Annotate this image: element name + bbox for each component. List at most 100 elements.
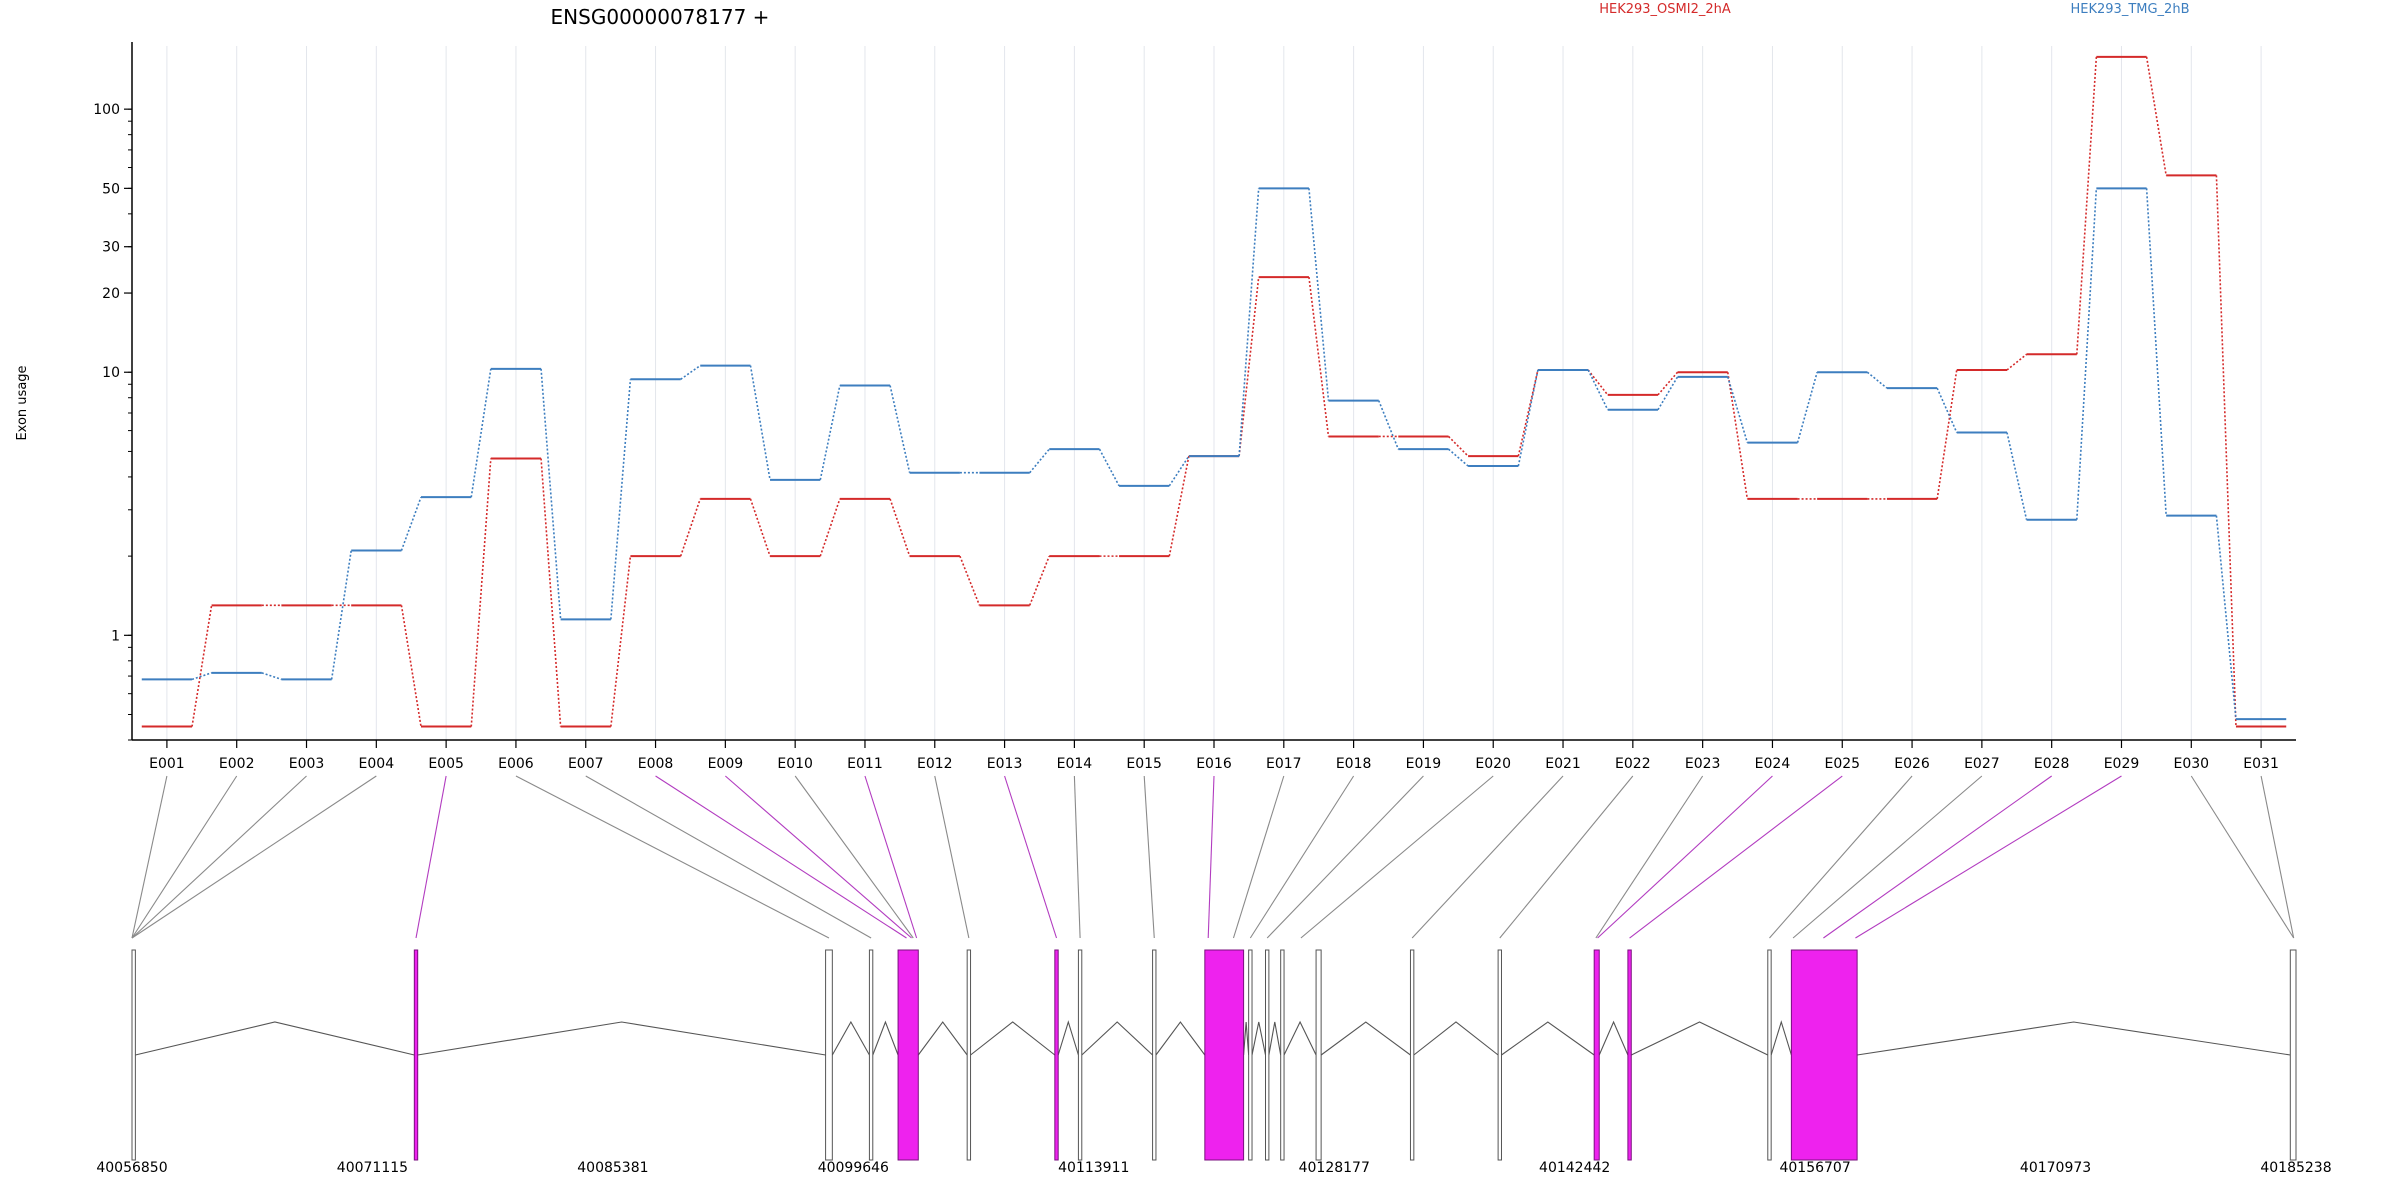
series-1-transition	[400, 605, 422, 727]
series-2-transition	[191, 672, 212, 681]
series-2-transition	[330, 550, 352, 680]
x-tick-label: E027	[1964, 756, 2000, 772]
gene-model	[131, 949, 2297, 1161]
exon-box	[1790, 949, 1858, 1161]
series-1-transition	[1726, 372, 1749, 500]
series-1-transition	[540, 458, 562, 727]
y-tick-label: 100	[93, 102, 120, 118]
exon-box	[966, 949, 972, 1161]
series-2-transition	[1098, 448, 1120, 487]
exon-box	[1248, 949, 1253, 1161]
x-tick-label: E015	[1126, 756, 1162, 772]
exon-box	[1280, 949, 1285, 1161]
series-2	[141, 187, 2287, 721]
y-tick-label: 1	[111, 628, 120, 644]
exon-box	[868, 949, 874, 1161]
series-1-transition	[959, 555, 981, 606]
exon-box	[1204, 949, 1245, 1161]
bin-connector	[655, 775, 907, 939]
bin-connector	[1073, 775, 1081, 939]
chart-title: ENSG00000078177 +	[551, 5, 770, 29]
series-lines	[141, 55, 2287, 728]
series-1-transition	[889, 498, 911, 557]
intron	[1057, 1020, 1079, 1056]
y-axis: 1 10 20 30 50 100	[93, 42, 133, 741]
series-1-transition	[2215, 175, 2237, 727]
series-1-transition	[679, 498, 701, 557]
genome-axis: 40056850 40071115 40085381 40099646 40113911…	[96, 1160, 2331, 1176]
series-2-transition	[1587, 369, 1609, 411]
bin-connector	[934, 775, 970, 939]
series-2-transition	[2215, 515, 2237, 720]
series-2-transition	[1936, 387, 1958, 433]
exon-box	[825, 949, 833, 1161]
series-2-transition	[540, 368, 562, 620]
intron	[1283, 1020, 1317, 1056]
intron	[1081, 1021, 1153, 1056]
series-1	[141, 55, 2287, 728]
exon-box	[1265, 949, 1270, 1161]
legend-series-1: HEK293_OSMI2_2hA	[1599, 2, 1731, 17]
intron	[1413, 1021, 1499, 1056]
x-tick-label: E025	[1824, 756, 1860, 772]
x-tick-label: E017	[1266, 756, 1302, 772]
series-2-transition	[1866, 371, 1888, 389]
bin-connector	[1823, 775, 2052, 939]
x-tick-label: E008	[638, 756, 674, 772]
x-tick-label: E029	[2104, 756, 2140, 772]
exon-box	[1315, 949, 1322, 1161]
x-tick-label: E001	[149, 756, 185, 772]
series-2-transition	[1029, 448, 1050, 474]
series-1-transition	[2006, 353, 2028, 371]
series-1-transition	[819, 498, 841, 557]
x-tick-label: E014	[1057, 756, 1093, 772]
exon-box	[1497, 949, 1502, 1161]
series-2-transition	[889, 385, 911, 473]
x-tick-label: E011	[847, 756, 883, 772]
series-1-transition	[610, 556, 632, 727]
x-tick-label: E028	[2034, 756, 2070, 772]
intron	[1243, 1021, 1250, 1056]
series-2-transition	[1378, 400, 1400, 450]
bin-connector	[1232, 775, 1285, 939]
series-2-transition	[1796, 372, 1818, 443]
series-1-transition	[1308, 276, 1330, 437]
series-1-transition	[1447, 435, 1469, 457]
intron	[831, 1020, 870, 1056]
intron	[1251, 1021, 1267, 1056]
bin-connector	[1207, 775, 1215, 939]
genome-axis-label: 40099646	[818, 1160, 889, 1176]
series-2-transition	[1727, 376, 1749, 443]
genome-axis-label: 40071115	[337, 1160, 408, 1176]
intron	[1268, 1021, 1282, 1056]
exon-box	[413, 949, 419, 1161]
x-tick-label: E021	[1545, 756, 1581, 772]
exon-box	[1767, 949, 1772, 1161]
y-tick-label: 30	[102, 240, 120, 256]
x-tick-label: E031	[2243, 756, 2279, 772]
grid-lines	[166, 46, 2262, 740]
y-tick-label: 10	[102, 365, 120, 381]
bin-connector	[864, 775, 918, 939]
y-tick-label: 20	[102, 286, 120, 302]
y-tick-label: 50	[102, 181, 120, 197]
genome-axis-label: 40170973	[2020, 1160, 2091, 1176]
bin-connector	[794, 775, 914, 939]
genome-axis-label: 40185238	[2260, 1160, 2331, 1176]
bin-connector	[1499, 775, 1634, 939]
series-2-transition	[1657, 376, 1679, 411]
x-tick-label: E019	[1406, 756, 1442, 772]
bin-connector	[1411, 775, 1564, 939]
bin-connector	[1597, 775, 1773, 939]
legend-series-2: HEK293_TMG_2hB	[2071, 2, 2190, 17]
intron	[872, 1020, 899, 1056]
x-tick-label: E006	[498, 756, 534, 772]
bin-connector	[1249, 775, 1355, 939]
intron	[135, 1021, 415, 1056]
bin-connector	[1769, 775, 1913, 939]
x-tick-label: E024	[1755, 756, 1791, 772]
bin-connector	[131, 775, 307, 939]
series-2-transition	[680, 364, 701, 380]
x-tick-label: E013	[987, 756, 1023, 772]
intron	[970, 1021, 1056, 1056]
